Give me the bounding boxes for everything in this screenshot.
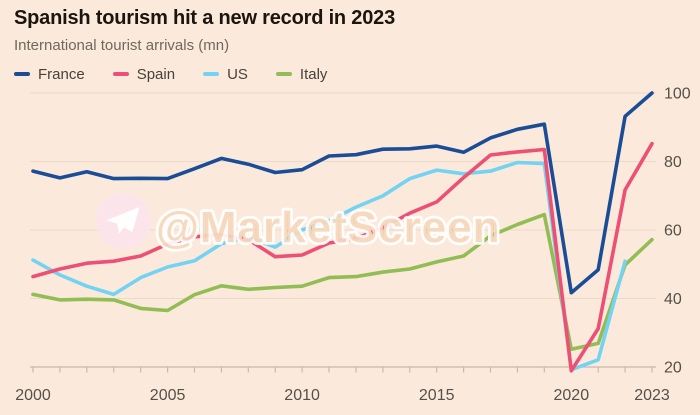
legend-item-us: US (203, 66, 248, 83)
legend-item-spain: Spain (112, 65, 176, 83)
x-tick-label: 2010 (284, 387, 320, 404)
y-tick-label: 100 (664, 86, 691, 103)
series-line-us (31, 160, 627, 372)
x-tick-label: 2015 (419, 387, 455, 404)
legend-label-spain: Spain (136, 65, 176, 83)
telegram-paper-plane-icon (106, 206, 140, 234)
watermark-text: @MarketScreen (156, 203, 501, 252)
legend-item-france: France (14, 66, 85, 83)
x-tick-label: 2005 (150, 387, 186, 404)
legend-swatch-italy (275, 72, 292, 76)
chart-subtitle: International tourist arrivals (mn) (14, 37, 230, 54)
legend-swatch-france (14, 72, 30, 76)
y-tick-label: 40 (664, 291, 682, 308)
legend-label-italy: Italy (299, 65, 328, 83)
y-tick-label: 60 (664, 223, 682, 240)
legend-swatch-spain (112, 72, 129, 76)
legend-label-france: France (38, 65, 85, 83)
y-tick-label: 80 (664, 154, 682, 171)
x-tick-label: 2020 (554, 387, 590, 404)
legend: France Spain US Italy (14, 65, 328, 83)
watermark: @MarketScreen @MarketScreen (95, 193, 502, 255)
legend-label-us: US (227, 65, 248, 83)
x-tick-label: 2000 (15, 387, 51, 404)
legend-swatch-us (203, 72, 220, 76)
chart-title: Spanish tourism hit a new record in 2023 (14, 7, 395, 29)
series-line-italy (31, 212, 654, 352)
watermark-text-outline: @MarketScreen (156, 203, 501, 252)
series-line-spain (31, 141, 654, 373)
series-line-france (31, 91, 654, 295)
y-tick-label: 20 (664, 360, 682, 377)
x-tick-label: 2023 (634, 387, 670, 404)
legend-item-italy: Italy (275, 65, 328, 83)
